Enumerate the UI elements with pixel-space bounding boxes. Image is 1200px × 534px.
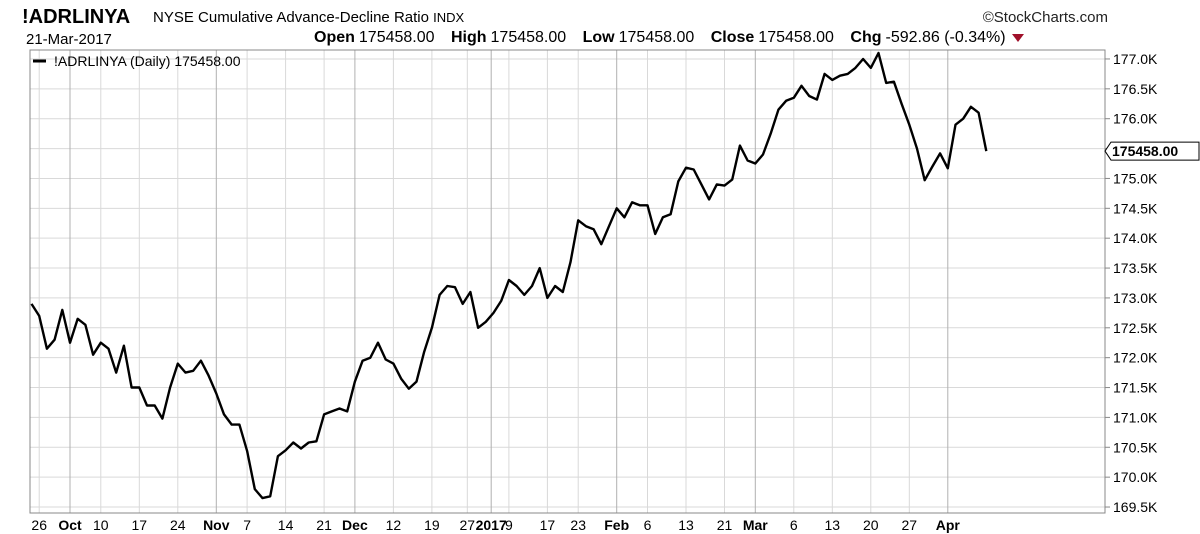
x-tick-label: Dec [342,517,368,533]
x-tick-label: 12 [386,517,402,533]
y-tick-label: 173.0K [1113,290,1158,306]
x-tick-label: 7 [243,517,251,533]
chg-value: -592.86 (-0.34%) [885,29,1006,46]
x-tick-label: 27 [460,517,476,533]
grid [30,50,1105,513]
symbol: !ADRLINYA [22,6,131,28]
plot-frame [29,49,1106,514]
x-tick-label: 17 [540,517,556,533]
x-tick-label: 19 [424,517,440,533]
index-name-text: NYSE Cumulative Advance-Decline Ratio [153,9,429,26]
x-tick-label: 2017 [476,517,507,533]
last-value-tag [1104,141,1200,161]
x-tick-label: 27 [902,517,918,533]
close-value: 175458.00 [758,29,834,46]
x-tick-label: Apr [936,517,961,533]
x-tick-label: 23 [570,517,586,533]
y-tick-label: 174.0K [1113,230,1158,246]
y-tick-label: 169.5K [1113,499,1158,515]
x-tick-label: 21 [717,517,733,533]
ohlc-bar: Open 175458.00 High 175458.00 Low 175458.00… [314,29,1024,47]
x-tick-label: Mar [743,517,768,533]
x-tick-label: 10 [93,517,109,533]
y-tick-label: 176.0K [1113,111,1158,127]
brand-logo: ©StockCharts.com [982,9,1108,26]
x-tick-label: Oct [58,517,82,533]
x-tick-label: 24 [170,517,186,533]
x-tick-label: 13 [678,517,694,533]
x-tick-label: 14 [278,517,294,533]
legend: !ADRLINYA (Daily) 175458.00 [33,53,241,69]
x-tick-label: 6 [644,517,652,533]
last-value-marker: 175458.00 [1104,141,1200,161]
chg-label: Chg [850,29,882,46]
y-tick-label: 177.0K [1113,51,1158,67]
open-value: 175458.00 [358,29,435,46]
x-tick-label: 26 [31,517,47,533]
legend-label: !ADRLINYA (Daily) 175458.00 [54,53,241,69]
series-line [30,51,988,500]
low-value: 175458.00 [618,29,695,46]
y-tick-label: 171.0K [1113,409,1158,425]
x-tick-label: 17 [132,517,148,533]
x-tick-label: 21 [316,517,332,533]
y-tick-label: 173.5K [1113,260,1158,276]
open-label: Open [314,29,355,46]
x-tick-label: 13 [825,517,841,533]
down-triangle-icon [1011,33,1024,42]
y-tick-label: 172.5K [1113,320,1158,336]
x-tick-label: 20 [863,517,879,533]
y-tick-label: 170.0K [1113,469,1158,485]
low-label: Low [582,29,615,46]
last-value-label: 175458.00 [1112,143,1178,159]
x-tick-label: 9 [505,517,513,533]
y-tick-label: 170.5K [1113,439,1158,455]
x-tick-label: Nov [203,517,230,533]
y-tick-label: 174.5K [1113,200,1158,216]
quote-date: 21-Mar-2017 [26,31,112,48]
y-tick-label: 175.0K [1113,170,1158,186]
y-tick-label: 172.0K [1113,350,1158,366]
chart-header: !ADRLINYA NYSE Cumulative Advance-Declin… [0,0,1200,50]
close-label: Close [710,29,755,46]
y-axis: 177.0K176.5K176.0K175.5K175.0K174.5K174.… [1105,51,1158,515]
high-value: 175458.00 [490,29,567,46]
high-label: High [450,29,487,46]
x-tick-label: Feb [604,517,629,533]
y-tick-label: 176.5K [1113,81,1158,97]
x-tick-label: 6 [790,517,798,533]
y-tick-label: 171.5K [1113,380,1158,396]
index-name: NYSE Cumulative Advance-Decline Ratio IN… [153,9,464,26]
exchange: INDX [433,10,465,25]
